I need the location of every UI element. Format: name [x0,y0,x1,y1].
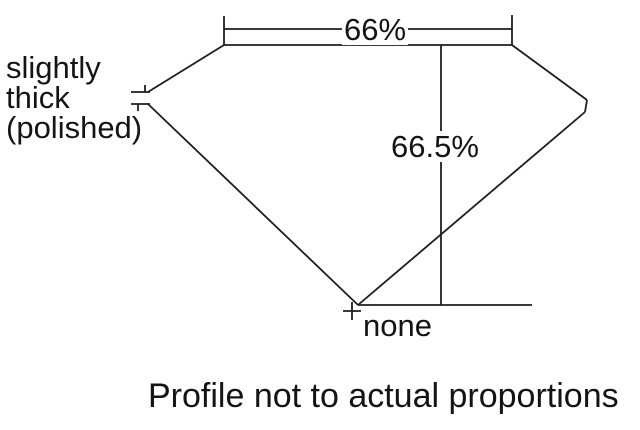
girdle-right-line [584,99,588,113]
girdle-thickness-marks [131,85,150,111]
pavilion-left-line [147,103,359,306]
girdle-label: slightly thick (polished) [6,50,143,145]
culet-label: none [363,308,432,343]
crown-left-line [147,44,225,93]
depth-percentage-label: 66.5% [389,129,481,164]
crown-right-line [511,44,588,101]
table-width-label: 66% [341,12,409,47]
diagram-caption: Profile not to actual proportions [148,377,619,415]
culet-plus-mark [343,302,361,320]
pavilion-right-line [357,111,586,306]
